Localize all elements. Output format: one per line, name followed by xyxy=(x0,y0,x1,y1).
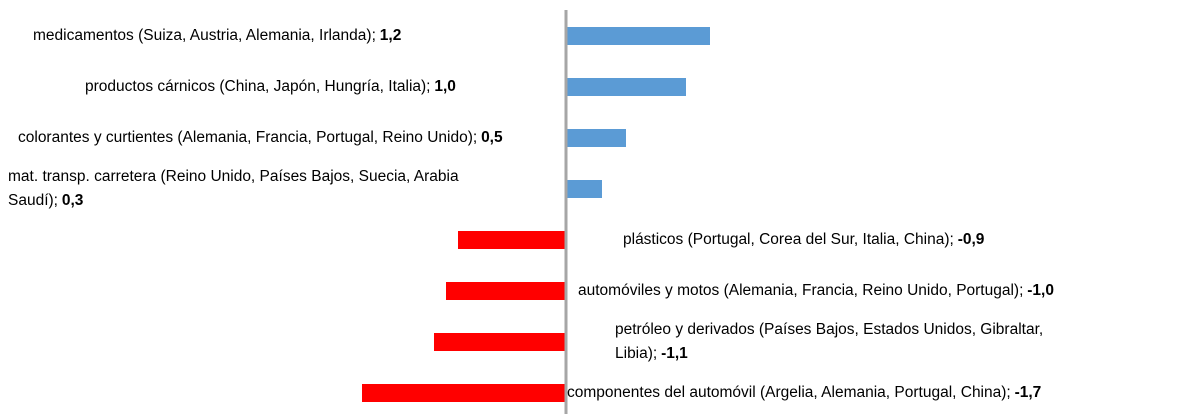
value-label: -1,1 xyxy=(661,345,688,362)
category-label: automóviles y motos (Alemania, Francia, … xyxy=(578,282,1024,299)
bar-label: colorantes y curtientes (Alemania, Franc… xyxy=(18,113,538,163)
category-label: petróleo y derivados (Países Bajos, Esta… xyxy=(615,321,1044,362)
bar xyxy=(446,282,566,300)
bar-label: componentes del automóvil (Argelia, Alem… xyxy=(567,368,1187,414)
bar-label: productos cárnicos (China, Japón, Hungrí… xyxy=(85,62,535,112)
bar xyxy=(566,27,710,45)
bar-label: mat. transp. carretera (Reino Unido, Paí… xyxy=(8,164,528,214)
bar xyxy=(566,180,602,198)
bar xyxy=(434,333,566,351)
category-label: componentes del automóvil (Argelia, Alem… xyxy=(567,384,1011,401)
value-label: 1,0 xyxy=(434,78,456,95)
category-label: plásticos (Portugal, Corea del Sur, Ital… xyxy=(623,231,954,248)
value-label: 0,5 xyxy=(481,129,503,146)
bar-label: plásticos (Portugal, Corea del Sur, Ital… xyxy=(623,215,1183,265)
bar-label: petróleo y derivados (Países Bajos, Esta… xyxy=(615,317,1045,367)
bar xyxy=(362,384,566,402)
value-label: -1,0 xyxy=(1027,282,1054,299)
value-label: 0,3 xyxy=(61,192,84,209)
category-label: colorantes y curtientes (Alemania, Franc… xyxy=(18,129,478,146)
category-label: medicamentos (Suiza, Austria, Alemania, … xyxy=(33,27,376,44)
bar-label: automóviles y motos (Alemania, Francia, … xyxy=(578,266,1188,316)
bar-label: medicamentos (Suiza, Austria, Alemania, … xyxy=(33,11,513,61)
category-label: mat. transp. carretera (Reino Unido, Paí… xyxy=(8,168,459,209)
bar xyxy=(458,231,566,249)
bar xyxy=(566,129,626,147)
value-label: 1,2 xyxy=(379,27,402,44)
value-label: -0,9 xyxy=(957,231,985,248)
category-label: productos cárnicos (China, Japón, Hungrí… xyxy=(85,78,431,95)
value-label: -1,7 xyxy=(1014,384,1042,401)
bar xyxy=(566,78,686,96)
